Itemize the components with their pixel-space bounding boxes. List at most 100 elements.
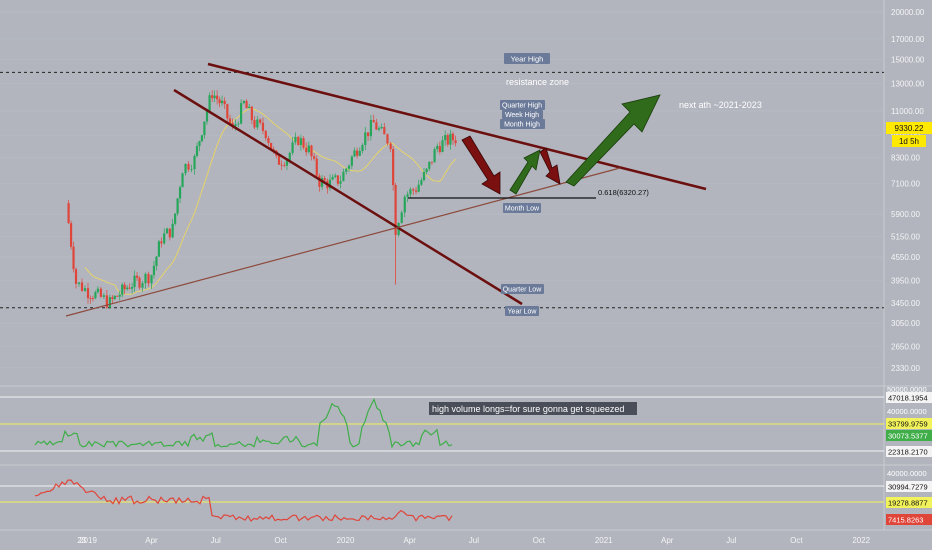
candle-body xyxy=(135,275,139,278)
time-tick-label: Oct xyxy=(274,536,287,545)
red-arrow-down-1 xyxy=(461,135,501,195)
candle-body xyxy=(187,163,190,170)
candle-body xyxy=(116,295,119,297)
ascending-support-line[interactable] xyxy=(65,167,621,317)
candle-body xyxy=(245,100,248,109)
candle-body xyxy=(288,152,291,160)
candle-body xyxy=(168,228,171,238)
red-arrow-down-2 xyxy=(539,147,561,185)
green-tick: 40000.0000 xyxy=(887,407,927,416)
candle-body xyxy=(155,256,158,266)
resistance-zone-label: resistance zone xyxy=(506,77,569,87)
candle-body xyxy=(356,150,359,156)
candle-body xyxy=(174,213,177,224)
descending-support-line[interactable] xyxy=(173,88,523,306)
time-tick-label: Oct xyxy=(790,536,803,545)
candle-body xyxy=(400,212,403,224)
price-tick-label: 2330.00 xyxy=(891,364,920,373)
green-top-tick: 50000.0000 xyxy=(887,385,927,394)
candle-body xyxy=(72,246,75,270)
candle-body xyxy=(205,110,209,122)
candle-body xyxy=(218,99,221,104)
candle-body xyxy=(105,295,108,308)
quarter-low-label-bg xyxy=(501,284,544,294)
candle-body xyxy=(118,294,121,297)
candle-body xyxy=(248,106,251,109)
candle-body xyxy=(383,127,386,135)
candle-body xyxy=(163,233,166,244)
candle-body xyxy=(157,241,161,257)
candle-body xyxy=(83,288,87,291)
candle-body xyxy=(375,122,378,130)
candle-body xyxy=(141,283,144,288)
candle-body xyxy=(195,146,199,157)
candle-body xyxy=(77,282,81,284)
candles xyxy=(67,90,457,309)
time-tick-label: Apr xyxy=(145,536,158,545)
time-tick-label: Jul xyxy=(211,536,221,545)
candle-body xyxy=(302,138,305,148)
green-level-high-value: 47018.1954 xyxy=(888,394,928,403)
candle-body xyxy=(267,138,270,143)
red-indicator-panel: 40000.0000 30994.7279 19278.8877 7415.82… xyxy=(0,469,932,525)
volume-note: high volume longs=for sure gonna get squ… xyxy=(432,404,624,414)
candle-body xyxy=(150,275,153,284)
candle-body xyxy=(380,127,383,129)
red-level-mid-value: 19278.8877 xyxy=(888,499,928,508)
price-tick-label: 5900.00 xyxy=(891,210,920,219)
candle-body xyxy=(264,130,267,139)
green-indicator-line xyxy=(34,397,453,449)
candle-body xyxy=(138,277,141,288)
candle-body xyxy=(283,165,286,167)
candle-body xyxy=(123,284,126,290)
candle-body xyxy=(80,282,84,291)
candle-body xyxy=(454,140,457,144)
candle-body xyxy=(113,295,116,299)
price-tick-label: 13000.00 xyxy=(891,79,925,88)
candle-body xyxy=(392,149,395,186)
candle-body xyxy=(108,297,111,308)
red-indicator-line xyxy=(34,479,453,522)
candle-body xyxy=(269,142,273,150)
candle-body xyxy=(86,288,90,299)
price-axis[interactable]: 20000.00 17000.00 15000.00 13000.00 11000.00… xyxy=(891,8,925,373)
month-low-label-bg xyxy=(503,203,541,213)
grid xyxy=(0,11,884,369)
time-tick-label: 2020 xyxy=(337,536,355,545)
next-ath-label: next ath ~2021-2023 xyxy=(679,100,762,110)
candle-body xyxy=(200,135,204,142)
candle-body xyxy=(414,190,418,192)
candle-body xyxy=(372,120,375,123)
green-current-badge xyxy=(886,430,932,441)
candle-body xyxy=(216,95,219,100)
time-tick-label: 2021 xyxy=(595,536,613,545)
candle-body xyxy=(208,95,211,111)
candle-body xyxy=(96,288,99,293)
candle-body xyxy=(334,175,337,177)
green-level-mid-badge xyxy=(886,418,932,429)
candle-body xyxy=(237,123,240,125)
price-tick-label: 17000.00 xyxy=(891,35,925,44)
candle-body xyxy=(198,141,201,147)
candle-body xyxy=(318,175,321,187)
red-level-high-badge xyxy=(886,481,932,492)
price-tick-label: 4550.00 xyxy=(891,253,920,262)
year-high-label: Year High xyxy=(511,55,544,64)
candle-body xyxy=(130,287,134,289)
candle-body xyxy=(328,179,332,189)
candle-body xyxy=(91,298,95,299)
descending-resistance-line[interactable] xyxy=(207,62,707,191)
candle-body xyxy=(389,143,392,150)
candle-body xyxy=(294,136,297,143)
price-tick-label: 3950.00 xyxy=(891,276,920,285)
candle-body xyxy=(242,100,246,104)
time-tick-label: Jul xyxy=(469,536,479,545)
candle-body xyxy=(171,223,174,238)
candle-body xyxy=(386,134,389,144)
candle-body xyxy=(331,176,334,180)
last-price-value: 9330.22 xyxy=(895,124,924,133)
candle-body xyxy=(313,156,316,159)
candle-body xyxy=(422,171,426,181)
volume-note-bg xyxy=(429,402,637,415)
